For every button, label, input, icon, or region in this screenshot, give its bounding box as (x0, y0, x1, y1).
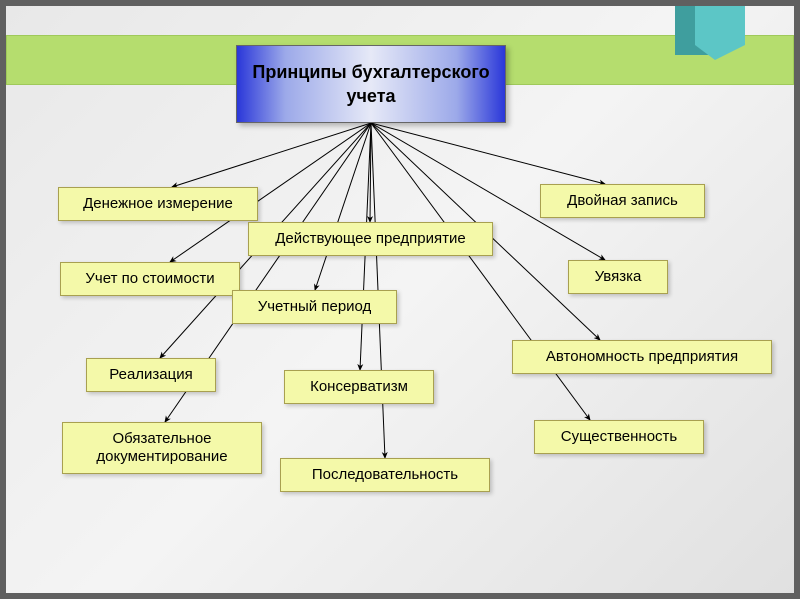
leaf-matching: Увязка (568, 260, 668, 294)
leaf-materiality: Существенность (534, 420, 704, 454)
leaf-documentation: Обязательное документирование (62, 422, 262, 474)
leaf-period: Учетный период (232, 290, 397, 324)
diagram-root-label: Принципы бухгалтерского учета (237, 60, 505, 109)
leaf-cost: Учет по стоимости (60, 262, 240, 296)
leaf-autonomy: Автономность предприятия (512, 340, 772, 374)
leaf-realization: Реализация (86, 358, 216, 392)
leaf-monetary: Денежное измерение (58, 187, 258, 221)
leaf-consistency: Последовательность (280, 458, 490, 492)
leaf-conservatism: Консерватизм (284, 370, 434, 404)
leaf-going-concern: Действующее предприятие (248, 222, 493, 256)
leaf-double-entry: Двойная запись (540, 184, 705, 218)
diagram-root: Принципы бухгалтерского учета (236, 45, 506, 123)
